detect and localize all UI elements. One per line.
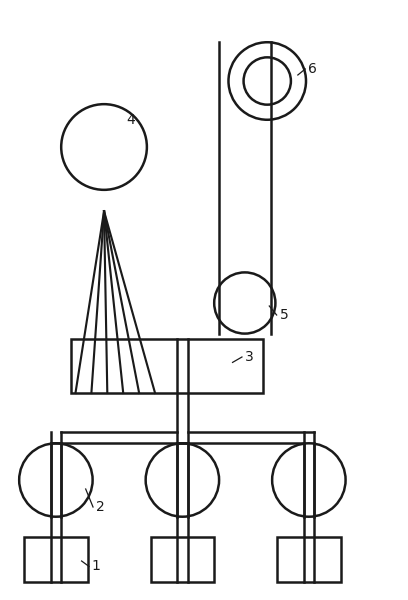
Circle shape bbox=[214, 272, 275, 334]
Bar bbox=[24, 537, 88, 582]
Circle shape bbox=[244, 58, 291, 104]
Text: 2: 2 bbox=[96, 500, 104, 514]
Text: 4: 4 bbox=[126, 113, 135, 127]
Text: 5: 5 bbox=[279, 308, 288, 322]
Circle shape bbox=[61, 104, 147, 190]
Circle shape bbox=[19, 443, 93, 517]
Circle shape bbox=[272, 443, 346, 517]
Bar bbox=[71, 339, 263, 393]
Circle shape bbox=[146, 443, 219, 517]
Bar bbox=[151, 537, 214, 582]
Text: 1: 1 bbox=[92, 559, 101, 574]
Bar bbox=[277, 537, 341, 582]
Text: 6: 6 bbox=[308, 62, 317, 76]
Circle shape bbox=[228, 42, 306, 120]
Text: 3: 3 bbox=[245, 350, 253, 364]
